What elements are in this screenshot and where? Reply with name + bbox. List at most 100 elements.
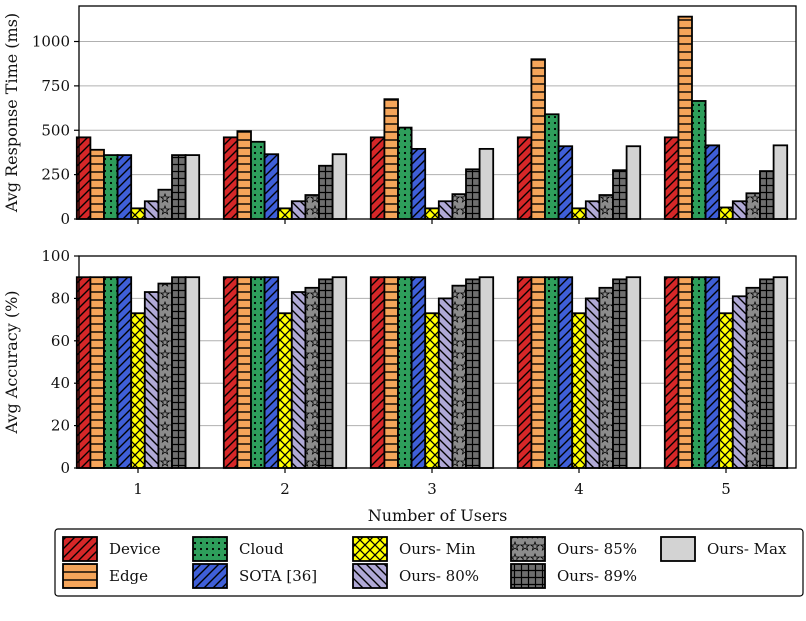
legend-label: Cloud: [239, 540, 284, 558]
bar-ours-85-users-5: [745, 286, 761, 469]
bar-ours-min-users-1: [130, 207, 146, 220]
bar-edge-users-3: [383, 98, 399, 220]
bar-ours-85-users-2: [304, 194, 320, 220]
y-tick-label: 20: [51, 417, 70, 435]
bar-sota-36-users-2: [263, 276, 280, 469]
legend-label: Ours- 85%: [557, 540, 637, 558]
bar-ours-89-users-2: [318, 164, 334, 220]
bar-ours-89-users-3: [465, 168, 481, 220]
bar-device-users-4: [516, 276, 533, 469]
x-tick-label: 2: [280, 480, 290, 498]
bar-cloud-users-1: [103, 154, 119, 220]
legend-item-edge: Edge: [62, 563, 148, 589]
y-tick-label: 1000: [32, 33, 70, 51]
bar-edge-users-3: [383, 276, 399, 469]
bar-ours-max-users-5: [772, 276, 789, 469]
bar-cloud-users-4: [544, 113, 560, 220]
bar-edge-users-5: [677, 276, 693, 469]
panel-response-time: 0 250 500 750 1000 Avg Response Time (ms): [2, 5, 797, 228]
y-tick-label: 250: [41, 166, 70, 184]
bar-ours-max-users-4: [625, 145, 642, 220]
bar-ours-min-users-4: [571, 207, 587, 220]
bar-cloud-users-3: [397, 126, 413, 220]
legend-swatch: [192, 563, 228, 589]
bar-edge-users-5: [677, 15, 693, 220]
bar-ours-85-users-4: [598, 286, 614, 469]
legend-swatch: [62, 563, 98, 589]
bar-cloud-users-5: [691, 276, 707, 469]
bar-ours-80-users-3: [437, 200, 454, 220]
legend-swatch: [62, 536, 98, 562]
bar-ours-80-users-3: [437, 297, 454, 469]
bar-cloud-users-3: [397, 276, 413, 469]
legend-label: Device: [109, 540, 161, 558]
bar-ours-89-users-4: [612, 278, 628, 469]
x-axis-label: Number of Users: [368, 506, 508, 525]
bar-sota-36-users-1: [116, 276, 133, 469]
legend-item-ours-80: Ours- 80%: [352, 563, 479, 589]
y-tick-label: 40: [51, 374, 70, 392]
bar-ours-85-users-1: [157, 282, 173, 469]
bar-ours-89-users-4: [612, 169, 628, 220]
bar-ours-min-users-2: [277, 312, 293, 469]
bar-ours-max-users-2: [331, 153, 348, 220]
bar-ours-89-users-3: [465, 278, 481, 469]
legend-label: Ours- Min: [399, 540, 476, 558]
bar-sota-36-users-3: [410, 147, 427, 220]
bar-ours-85-users-5: [745, 192, 761, 220]
bar-edge-users-4: [530, 58, 546, 220]
legend-label: Ours- 89%: [557, 567, 637, 585]
y-axis-label: Avg Accuracy (%): [2, 290, 21, 434]
legend-label: SOTA [36]: [239, 567, 317, 585]
bar-ours-max-users-5: [772, 144, 789, 220]
bar-device-users-3: [369, 276, 386, 469]
bar-ours-max-users-3: [478, 276, 495, 469]
bar-ours-85-users-4: [598, 194, 614, 220]
legend-item-sota-36: SOTA [36]: [192, 563, 317, 589]
bar-ours-89-users-2: [318, 278, 334, 469]
legend-item-ours-min: Ours- Min: [352, 536, 476, 562]
y-axis-label: Avg Response Time (ms): [2, 13, 21, 213]
legend-label: Ours- 80%: [399, 567, 479, 585]
x-tick-label: 5: [721, 480, 731, 498]
bar-ours-89-users-5: [759, 278, 775, 469]
bar-device-users-3: [369, 136, 386, 220]
bar-ours-max-users-1: [184, 276, 201, 469]
bar-ours-min-users-5: [718, 206, 734, 220]
bar-ours-89-users-1: [171, 154, 187, 220]
legend-box: [54, 528, 804, 597]
bar-ours-85-users-1: [157, 188, 173, 220]
bar-ours-min-users-5: [718, 312, 734, 469]
bar-cloud-users-2: [250, 276, 266, 469]
bar-sota-36-users-4: [557, 276, 574, 469]
bar-edge-users-1: [89, 148, 105, 220]
y-tick-label: 80: [51, 289, 70, 307]
bar-cloud-users-4: [544, 276, 560, 469]
bar-ours-80-users-2: [290, 291, 307, 469]
bar-device-users-1: [75, 136, 92, 220]
bar-sota-36-users-5: [704, 276, 721, 469]
bar-edge-users-4: [530, 276, 546, 469]
bar-ours-80-users-5: [731, 200, 748, 220]
y-tick-label: 0: [60, 459, 70, 477]
bar-ours-min-users-3: [424, 312, 440, 469]
bar-ours-max-users-3: [478, 147, 495, 220]
y-tick-label: 0: [60, 210, 70, 228]
bar-sota-36-users-4: [557, 145, 574, 220]
bar-ours-85-users-3: [451, 284, 467, 469]
bar-ours-85-users-2: [304, 286, 320, 469]
bar-device-users-5: [663, 136, 680, 220]
bar-edge-users-2: [236, 276, 252, 469]
bar-ours-min-users-1: [130, 312, 146, 469]
bar-device-users-2: [222, 136, 239, 220]
legend-swatch: [352, 536, 388, 562]
legend-item-ours-max: Ours- Max: [660, 536, 787, 562]
legend-swatch: [660, 536, 696, 562]
y-tick-label: 100: [41, 247, 70, 265]
x-tick-label: 4: [574, 480, 584, 498]
bar-ours-80-users-4: [584, 200, 601, 220]
plot-frame: [78, 255, 797, 469]
legend-item-device: Device: [62, 536, 161, 562]
bar-cloud-users-1: [103, 276, 119, 469]
